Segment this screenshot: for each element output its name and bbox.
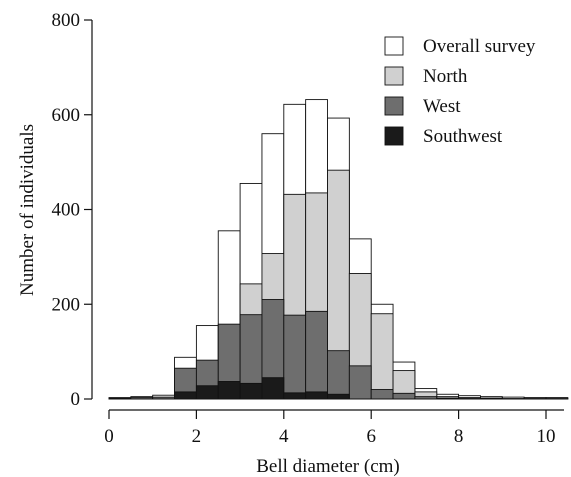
legend-item: West [384, 96, 461, 117]
bar [217, 381, 241, 400]
x-tick-label: 10 [537, 426, 556, 447]
bar [327, 350, 350, 400]
bar [370, 389, 394, 400]
y-tick-label: 0 [71, 389, 81, 410]
legend-label: Overall survey [423, 36, 536, 57]
bar [283, 392, 307, 400]
bar [392, 392, 416, 400]
y-tick-label: 400 [52, 200, 81, 221]
bar [174, 391, 197, 400]
bars-layer [108, 99, 569, 400]
axes-layer: 0 200 400 600 800 0 2 4 6 8 10 [52, 10, 564, 447]
legend-label: North [423, 66, 468, 87]
legend: Overall survey North West Southwest [384, 36, 536, 147]
legend-swatch [384, 96, 404, 116]
y-axis-label: Number of individuals [17, 124, 38, 296]
bar [283, 314, 307, 400]
bar [305, 310, 328, 400]
bar [305, 391, 328, 400]
x-tick-label: 2 [192, 426, 202, 447]
legend-label: Southwest [423, 126, 503, 147]
bar [348, 365, 372, 400]
bar [370, 313, 394, 400]
legend-label: West [423, 96, 461, 117]
bar [239, 382, 263, 400]
bar [327, 393, 350, 400]
legend-item: Overall survey [384, 36, 536, 57]
legend-item: North [384, 66, 468, 87]
y-tick-label: 800 [52, 10, 81, 31]
bar [195, 385, 219, 400]
legend-swatch [384, 66, 404, 86]
x-tick-label: 4 [279, 426, 289, 447]
x-axis-label: Bell diameter (cm) [256, 456, 400, 477]
y-tick-label: 200 [52, 294, 81, 315]
legend-item: Southwest [384, 126, 503, 147]
y-tick-label: 600 [52, 105, 81, 126]
x-tick-label: 8 [454, 426, 464, 447]
legend-swatch [384, 126, 404, 146]
x-tick-label: 6 [366, 426, 376, 447]
legend-swatch [384, 36, 404, 56]
bar [261, 377, 285, 400]
x-tick-label: 0 [104, 426, 114, 447]
